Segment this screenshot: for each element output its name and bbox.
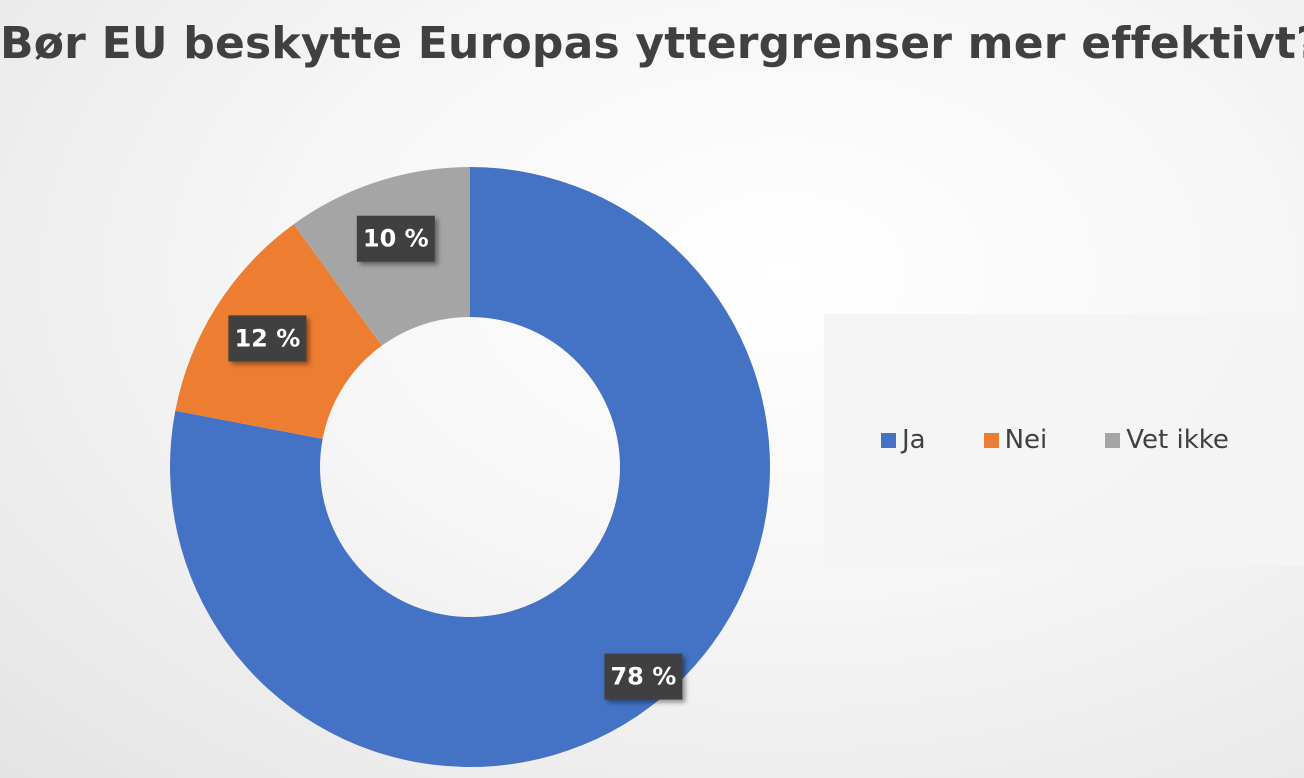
legend-panel [824, 314, 1304, 566]
legend-item-ja: Ja [881, 425, 926, 455]
legend: Ja Nei Vet ikke [881, 422, 1229, 458]
legend-item-nei: Nei [983, 425, 1048, 455]
legend-swatch-ja [881, 432, 896, 448]
data-label-text-vet-ikke: 10 % [363, 225, 429, 253]
data-label-nei: 12 % [228, 315, 307, 362]
legend-label-ja: Ja [902, 425, 926, 455]
legend-label-nei: Nei [1004, 425, 1048, 455]
legend-swatch-vet-ikke [1105, 432, 1121, 448]
legend-swatch-nei [983, 432, 999, 448]
legend-item-vet-ikke: Vet ikke [1105, 425, 1229, 455]
chart-title: Bør EU beskytte Europas yttergrenser mer… [0, 18, 1304, 69]
data-labels: 78 % 12 % 10 % [228, 215, 683, 700]
data-label-vet-ikke: 10 % [356, 215, 435, 262]
legend-label-vet-ikke: Vet ikke [1126, 425, 1229, 455]
slice-ja [170, 167, 771, 767]
data-label-text-ja: 78 % [610, 663, 676, 691]
data-label-text-nei: 12 % [234, 324, 300, 352]
data-label-ja: 78 % [604, 653, 683, 700]
